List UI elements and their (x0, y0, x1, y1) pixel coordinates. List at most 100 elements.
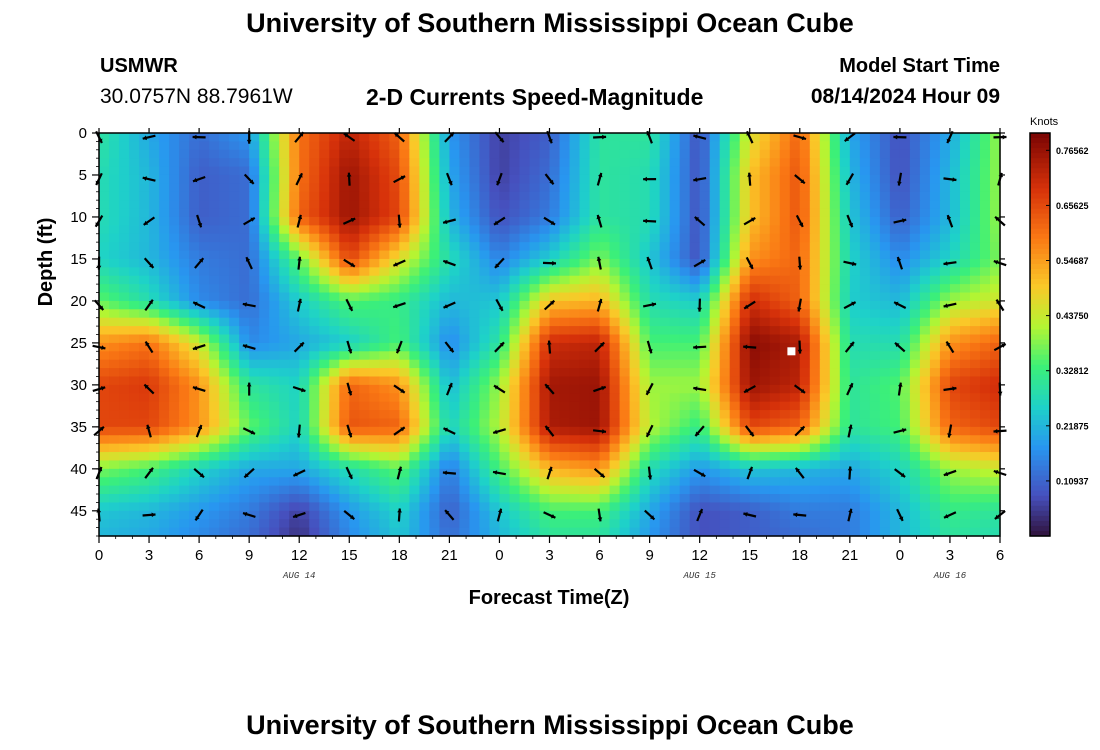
heat-cell (649, 342, 661, 352)
heat-cell (769, 258, 781, 268)
heat-cell (719, 292, 731, 302)
heat-cell (359, 183, 370, 193)
heat-cell (189, 149, 200, 159)
heat-cell (959, 141, 971, 151)
heat-cell (629, 393, 641, 403)
heat-cell (239, 519, 250, 529)
heat-cell (769, 460, 781, 470)
heat-cell (359, 174, 370, 184)
heat-cell (699, 376, 711, 386)
heat-cell (399, 275, 410, 285)
heat-cell (299, 485, 310, 495)
heat-cell (689, 359, 701, 369)
heat-cell (949, 477, 961, 487)
heat-cell (959, 275, 971, 285)
heat-cell (769, 267, 781, 277)
heat-cell (179, 292, 190, 302)
heat-cell (129, 300, 140, 310)
heat-cell (659, 502, 671, 512)
heat-cell (899, 317, 911, 327)
heat-cell (789, 435, 801, 445)
heat-cell (439, 174, 450, 184)
heat-cell (769, 300, 781, 310)
heat-cell (389, 200, 400, 210)
heat-cell (329, 468, 340, 478)
heat-cell (509, 376, 521, 386)
heat-cell (479, 435, 491, 445)
heat-cell (719, 284, 731, 294)
heat-cell (919, 149, 931, 159)
heat-cell (699, 460, 711, 470)
heat-cell (309, 401, 320, 411)
heat-cell (249, 527, 260, 537)
heat-cell (819, 510, 831, 520)
heat-cell (109, 368, 120, 378)
heat-cell (689, 527, 701, 537)
heat-cell (679, 368, 691, 378)
heat-cell (239, 242, 250, 252)
heat-cell (409, 141, 420, 151)
heat-cell (689, 410, 701, 420)
heat-cell (249, 250, 260, 260)
heat-cell (329, 368, 340, 378)
heat-cell (409, 292, 420, 302)
heat-cell (119, 225, 130, 235)
heat-cell (589, 502, 601, 512)
heat-cell (969, 401, 981, 411)
heat-cell (569, 317, 581, 327)
heat-cell (879, 267, 891, 277)
heat-cell (899, 300, 911, 310)
heat-cell (809, 250, 821, 260)
heat-cell (119, 216, 130, 226)
current-arrow (693, 468, 706, 478)
heat-cell (289, 477, 300, 487)
heat-cell (559, 368, 571, 378)
heat-cell (509, 468, 521, 478)
heat-cell (429, 460, 440, 470)
heat-cell (619, 418, 631, 428)
heat-cell (159, 292, 170, 302)
heat-cell (499, 334, 511, 344)
heat-cell (809, 267, 821, 277)
heat-cell (459, 158, 471, 168)
heat-cell (99, 410, 110, 420)
heat-cell (219, 225, 230, 235)
heat-cell (639, 225, 651, 235)
heat-cell (699, 309, 711, 319)
heat-cell (529, 342, 541, 352)
heat-cell (319, 200, 330, 210)
heat-cell (139, 393, 150, 403)
heat-cell (559, 141, 571, 151)
heat-cell (959, 149, 971, 159)
heat-cell (229, 426, 240, 436)
heat-cell (339, 435, 350, 445)
heat-cell (529, 250, 541, 260)
heat-cell (509, 309, 521, 319)
heat-cell (369, 468, 380, 478)
heat-cell (699, 443, 711, 453)
heat-cell (859, 225, 871, 235)
heat-cell (769, 452, 781, 462)
heat-cell (349, 149, 360, 159)
heat-cell (929, 519, 941, 529)
heat-cell (669, 443, 681, 453)
heat-cell (699, 485, 711, 495)
heat-cell (449, 149, 460, 159)
heat-cell (459, 443, 471, 453)
heat-cell (749, 267, 761, 277)
heat-cell (499, 418, 511, 428)
heat-cell (459, 216, 471, 226)
heat-cell (289, 334, 300, 344)
heat-cell (279, 225, 290, 235)
heat-cell (549, 216, 561, 226)
heat-cell (349, 410, 360, 420)
heat-cell (349, 141, 360, 151)
colorbar-segment (1030, 133, 1050, 139)
heat-cell (649, 477, 661, 487)
heat-cell (749, 200, 761, 210)
heat-cell (729, 502, 741, 512)
heat-cell (389, 166, 400, 176)
heat-cell (779, 242, 791, 252)
heat-cell (179, 351, 190, 361)
heat-cell (339, 233, 350, 243)
